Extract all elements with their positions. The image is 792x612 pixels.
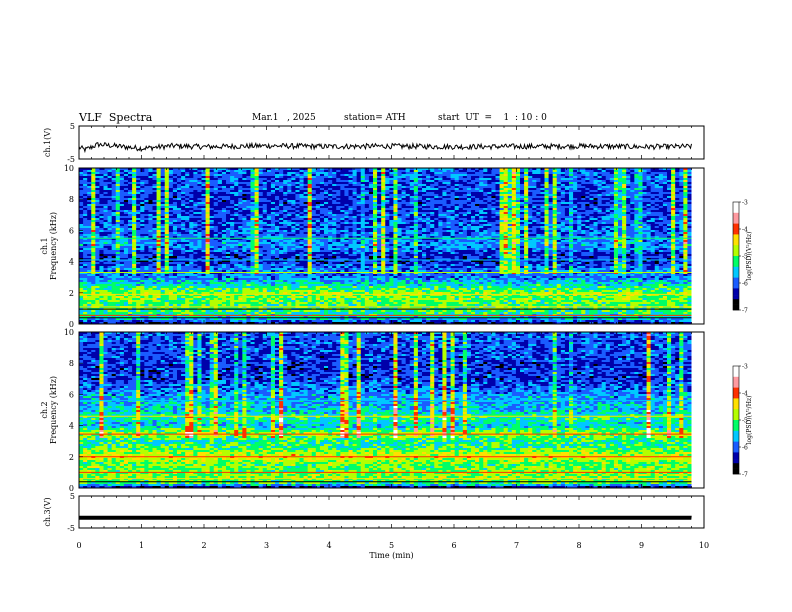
y-tick-label: 2 (69, 289, 74, 298)
x-tick-label: 9 (639, 541, 644, 550)
x-tick-label: 4 (326, 541, 331, 550)
start-time-label: start UT = 1 : 10 : 0 (438, 113, 547, 123)
y-tick-label: 4 (69, 422, 74, 431)
y-tick-label: 6 (69, 390, 74, 399)
x-tick-label: 6 (451, 541, 456, 550)
ch2-spectrogram-ylabel: Frequency (kHz) (49, 376, 58, 444)
no-data-region (691, 168, 704, 324)
y-tick-label: 4 (69, 258, 74, 267)
ch2-spectrogram-colorbar-label: log(PSD)(V²/Hz) (746, 396, 753, 445)
ch1-spectrogram-image (79, 168, 692, 325)
ch2-spectrogram-colorbar (733, 366, 739, 475)
x-tick-label: 2 (201, 541, 206, 550)
colorbar-tick-label: -3 (742, 364, 748, 371)
chart-title: VLF Spectra (79, 111, 152, 124)
colorbar-tick-label: -6 (742, 281, 748, 288)
x-axis-label: Time (min) (369, 551, 413, 560)
date-label: Mar.1 , 2025 (252, 113, 316, 123)
ch3-waveform-ylabel: ch.3(V) (43, 497, 52, 526)
ch1-waveform-frame (78, 125, 705, 160)
y-tick-label: 5 (70, 122, 75, 131)
y-tick-label: -5 (67, 524, 75, 533)
ch1-spectrogram-ylabel: ch.1 (40, 237, 49, 254)
ch1-spectrogram-colorbar (733, 202, 739, 311)
colorbar-tick-label: -6 (742, 445, 748, 452)
no-data-region (691, 332, 704, 488)
y-tick-label: 10 (64, 328, 74, 337)
ch1-waveform-line (78, 141, 692, 154)
colorbar-tick-label: -5 (742, 418, 748, 425)
y-tick-label: 6 (69, 226, 74, 235)
station-label: station= ATH (344, 113, 406, 123)
ch1-spectrogram-ylabel: Frequency (kHz) (49, 212, 58, 280)
y-tick-label: 10 (64, 164, 74, 173)
ch2-spectrogram-ylabel: ch.2 (40, 401, 49, 418)
y-tick-label: 5 (70, 492, 75, 501)
x-tick-label: 5 (389, 541, 394, 550)
colorbar-tick-label: -4 (742, 391, 748, 398)
x-tick-label: 0 (76, 541, 81, 550)
ch1-spectrogram-colorbar-label: log(PSD)(V²/Hz) (746, 232, 753, 281)
x-tick-label: 3 (264, 541, 269, 550)
x-tick-label: 1 (139, 541, 144, 550)
colorbar-tick-label: -3 (742, 200, 748, 207)
ch2-spectrogram-image (79, 332, 692, 489)
ch1-waveform-ylabel: ch.1(V) (43, 128, 52, 157)
y-tick-label: 0 (69, 484, 74, 493)
y-tick-label: 8 (69, 359, 74, 368)
x-tick-label: 10 (699, 541, 709, 550)
y-tick-label: 2 (69, 453, 74, 462)
colorbar-tick-label: -5 (742, 254, 748, 261)
y-tick-label: 0 (69, 320, 74, 329)
y-tick-label: 8 (69, 195, 74, 204)
x-tick-label: 8 (576, 541, 581, 550)
y-tick-label: -5 (67, 155, 75, 164)
colorbar-tick-label: -7 (742, 472, 748, 479)
colorbar-tick-label: -7 (742, 308, 748, 315)
ch3-waveform-frame (78, 495, 705, 529)
colorbar-tick-label: -4 (742, 227, 748, 234)
x-tick-label: 7 (514, 541, 519, 550)
